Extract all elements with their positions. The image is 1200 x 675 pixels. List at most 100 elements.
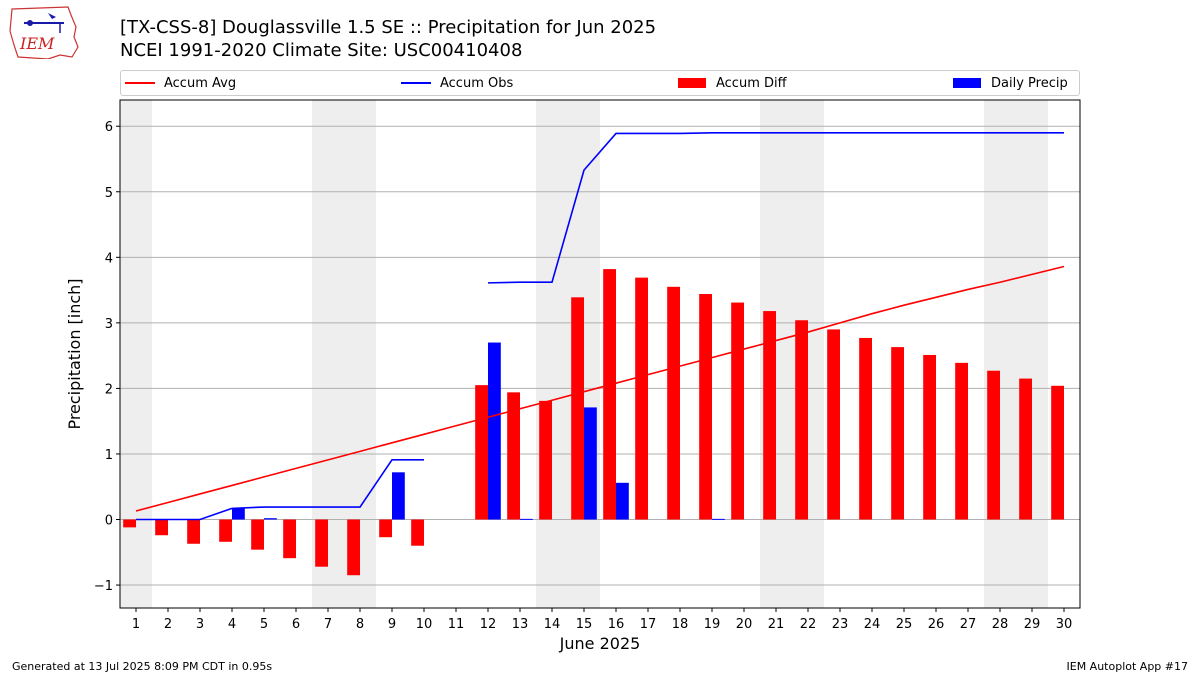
x-tick-label: 25 xyxy=(896,617,913,632)
x-tick-label: 14 xyxy=(544,617,561,632)
legend-box-swatch xyxy=(953,78,981,88)
x-tick-label: 19 xyxy=(704,617,721,632)
footer-app-text: IEM Autoplot App #17 xyxy=(1066,660,1189,673)
x-tick-label: 20 xyxy=(736,617,753,632)
x-tick-label: 15 xyxy=(576,617,593,632)
accum-diff-bar xyxy=(219,519,232,542)
weekend-shading xyxy=(120,100,1048,608)
accum-diff-bar xyxy=(283,519,296,559)
x-tick-label: 7 xyxy=(324,617,332,632)
weekend-shade xyxy=(536,100,600,608)
daily-precip-bar xyxy=(616,482,629,520)
accum-obs-line xyxy=(136,459,424,521)
accum-diff-bar xyxy=(315,519,328,567)
x-tick-label: 27 xyxy=(960,617,977,632)
accum-diff-bar xyxy=(955,362,968,520)
x-tick-label: 3 xyxy=(196,617,204,632)
accum-diff-bar xyxy=(987,370,1000,520)
accum-diff-bar xyxy=(667,286,680,520)
x-tick-label: 13 xyxy=(512,617,529,632)
x-tick-label: 18 xyxy=(672,617,689,632)
gridlines xyxy=(120,125,1080,586)
y-tick-label: 6 xyxy=(105,120,113,135)
x-tick-label: 17 xyxy=(640,617,657,632)
accum-diff-bar xyxy=(827,329,840,520)
y-tick-label: 0 xyxy=(105,514,113,529)
accum-diff-bar xyxy=(923,354,936,520)
daily-precip-bar xyxy=(520,518,533,520)
x-tick-label: 29 xyxy=(1024,617,1041,632)
x-tick-label: 12 xyxy=(480,617,497,632)
x-tick-label: 24 xyxy=(864,617,881,632)
y-tick-label: 4 xyxy=(105,251,113,266)
accum-diff-bar xyxy=(859,337,872,520)
daily-precip-bar xyxy=(712,518,725,520)
footer-generated-text: Generated at 13 Jul 2025 8:09 PM CDT in … xyxy=(12,660,273,673)
daily-precip-bar xyxy=(488,342,501,520)
daily-precip-bar xyxy=(264,518,277,520)
accum-diff-bar xyxy=(475,385,488,520)
weekend-shade xyxy=(120,100,152,608)
x-tick-label: 26 xyxy=(928,617,945,632)
accum-diff-bar xyxy=(123,519,136,528)
x-tick-label: 11 xyxy=(448,617,465,632)
legend-item-accum-obs: Accum Obs xyxy=(401,71,513,95)
accum-diff-bar xyxy=(1019,378,1032,520)
y-axis-label: Precipitation [inch] xyxy=(65,278,84,429)
accum-diff-bar xyxy=(763,311,776,520)
accum-diff-bar xyxy=(795,320,808,520)
x-tick-label: 22 xyxy=(800,617,817,632)
x-tick-label: 8 xyxy=(356,617,364,632)
accum-avg-line xyxy=(135,265,1065,512)
x-tick-label: 4 xyxy=(228,617,236,632)
lines xyxy=(135,131,1065,521)
legend-item-accum-avg: Accum Avg xyxy=(125,71,236,95)
x-tick-label: 6 xyxy=(292,617,300,632)
daily-precip-bar xyxy=(392,472,405,520)
svg-text:IEM: IEM xyxy=(19,34,55,53)
legend-label: Daily Precip xyxy=(991,75,1068,91)
accum-diff-bar xyxy=(699,294,712,520)
chart-title: [TX-CSS-8] Douglassville 1.5 SE :: Preci… xyxy=(120,17,657,38)
accum-diff-bar xyxy=(507,392,520,520)
legend: Accum Avg Accum Obs Accum Diff Daily Pre… xyxy=(120,70,1080,96)
x-tick-label: 9 xyxy=(388,617,396,632)
accum-diff-bar xyxy=(155,519,168,536)
chart-subtitle: NCEI 1991-2020 Climate Site: USC00410408 xyxy=(120,40,523,61)
plot-frame xyxy=(119,99,1081,609)
y-tick-label: 3 xyxy=(105,317,113,332)
y-tick-label: −1 xyxy=(94,579,113,594)
accum-diff-bar xyxy=(1051,385,1064,520)
legend-label: Accum Obs xyxy=(440,75,514,91)
bars xyxy=(123,269,1064,576)
legend-line-swatch xyxy=(401,82,431,84)
x-tick-label: 10 xyxy=(416,617,433,632)
y-tick-label: 1 xyxy=(105,448,113,463)
accum-diff-bar xyxy=(539,400,552,520)
accum-diff-bar xyxy=(251,519,264,550)
y-tick-label: 5 xyxy=(105,186,113,201)
x-tick-label: 16 xyxy=(608,617,625,632)
accum-diff-bar xyxy=(411,519,424,546)
legend-item-accum-diff: Accum Diff xyxy=(678,71,787,95)
x-tick-label: 1 xyxy=(132,617,140,632)
x-tick-label: 28 xyxy=(992,617,1009,632)
weekend-shade xyxy=(984,100,1048,608)
iem-logo: IEM xyxy=(9,6,79,59)
accum-diff-bar xyxy=(603,269,616,520)
legend-box-swatch xyxy=(678,78,706,88)
accum-diff-bar xyxy=(635,277,648,520)
x-tick-label: 2 xyxy=(164,617,172,632)
accum-obs-line xyxy=(487,131,1064,284)
legend-label: Accum Avg xyxy=(164,75,237,91)
x-tick-label: 23 xyxy=(832,617,849,632)
daily-precip-bar xyxy=(584,407,597,520)
accum-diff-bar xyxy=(731,302,744,520)
accum-diff-bar xyxy=(379,519,392,538)
legend-line-swatch xyxy=(125,82,155,84)
legend-item-daily-precip: Daily Precip xyxy=(953,71,1068,95)
accum-diff-bar xyxy=(571,297,584,520)
accum-diff-bar xyxy=(891,347,904,520)
daily-precip-bar xyxy=(232,508,245,520)
